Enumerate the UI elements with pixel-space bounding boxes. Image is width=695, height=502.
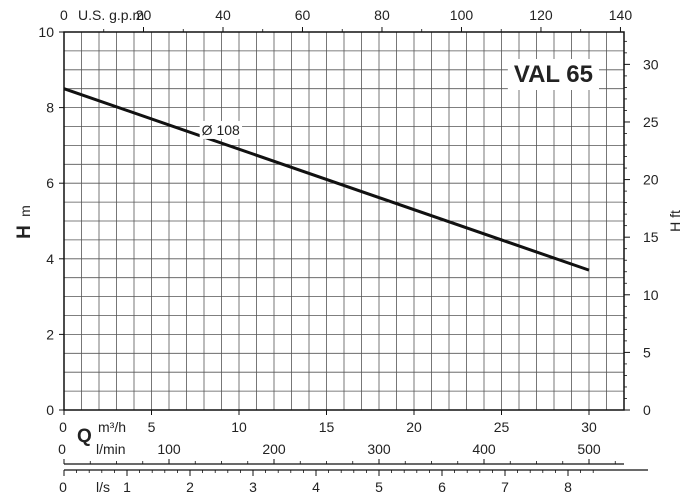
ls-axis-unit: l/s: [96, 479, 110, 495]
m3h-tick-label: 25: [494, 419, 510, 435]
top-tick-label: 80: [374, 7, 390, 23]
right-tick-label: 15: [643, 229, 659, 245]
series-label-background: [199, 120, 243, 139]
left-tick-label: 0: [46, 402, 54, 418]
lmin-tick-label: 200: [262, 441, 286, 457]
top-tick-label: 100: [450, 7, 474, 23]
series-group: Ø 108: [63, 87, 590, 272]
ls-tick-label: 5: [375, 479, 383, 495]
m3h-tick-label: 5: [148, 419, 156, 435]
top-tick-label: 120: [529, 7, 553, 23]
model-label-background: [507, 59, 599, 90]
m3h-tick-label: 30: [581, 419, 597, 435]
lmin-tick-label: 500: [577, 441, 601, 457]
lmin-tick-label: 400: [472, 441, 496, 457]
m3h-tick-label: 20: [406, 419, 422, 435]
plot-frame: [63, 31, 625, 411]
top-axis-label: U.S. g.p.m.: [78, 7, 148, 23]
ls-tick-label: 1: [123, 479, 131, 495]
m3h-tick-label: 15: [319, 419, 335, 435]
ls-tick-label: 4: [312, 479, 320, 495]
ls-tick-label: 3: [249, 479, 257, 495]
model-label: VAL 65: [514, 61, 593, 88]
top-tick-label: 140: [609, 7, 633, 23]
q-axis-symbol: Q: [77, 426, 92, 447]
left-tick-label: 4: [46, 251, 54, 267]
m3h-axis-unit: m³/h: [98, 419, 126, 435]
right-axis-label: H ft: [667, 210, 683, 232]
left-axis-unit: m: [17, 205, 33, 217]
right-tick-label: 5: [643, 344, 651, 360]
right-tick-label: 0: [643, 402, 651, 418]
lmin-tick-label: 0: [58, 441, 66, 457]
lmin-tick-label: 100: [157, 441, 181, 457]
m3h-tick-label: 10: [231, 419, 247, 435]
right-tick-label: 30: [643, 56, 659, 72]
right-tick-label: 20: [643, 172, 659, 188]
top-tick-label: 0: [60, 7, 68, 23]
left-tick-label: 2: [46, 326, 54, 342]
top-tick-label: 60: [295, 7, 311, 23]
series-line: [63, 87, 590, 272]
ls-tick-label: 6: [438, 479, 446, 495]
left-axis-symbol: H: [14, 225, 35, 239]
ls-tick-label: 7: [501, 479, 509, 495]
m3h-tick-label: 0: [59, 419, 67, 435]
left-tick-label: 8: [46, 100, 54, 116]
left-tick-label: 6: [46, 175, 54, 191]
left-tick-label: 10: [38, 24, 54, 40]
ls-tick-label: 8: [564, 479, 572, 495]
right-tick-label: 10: [643, 287, 659, 303]
top-tick-label: 40: [215, 7, 231, 23]
grid-lines: [64, 32, 624, 410]
right-tick-label: 25: [643, 114, 659, 130]
ls-tick-label: 0: [59, 479, 67, 495]
lmin-axis-unit: l/min: [96, 441, 126, 457]
ls-tick-label: 2: [186, 479, 194, 495]
top-tick-label: 20: [136, 7, 152, 23]
series-label: Ø 108: [202, 122, 240, 138]
lmin-tick-label: 300: [367, 441, 391, 457]
